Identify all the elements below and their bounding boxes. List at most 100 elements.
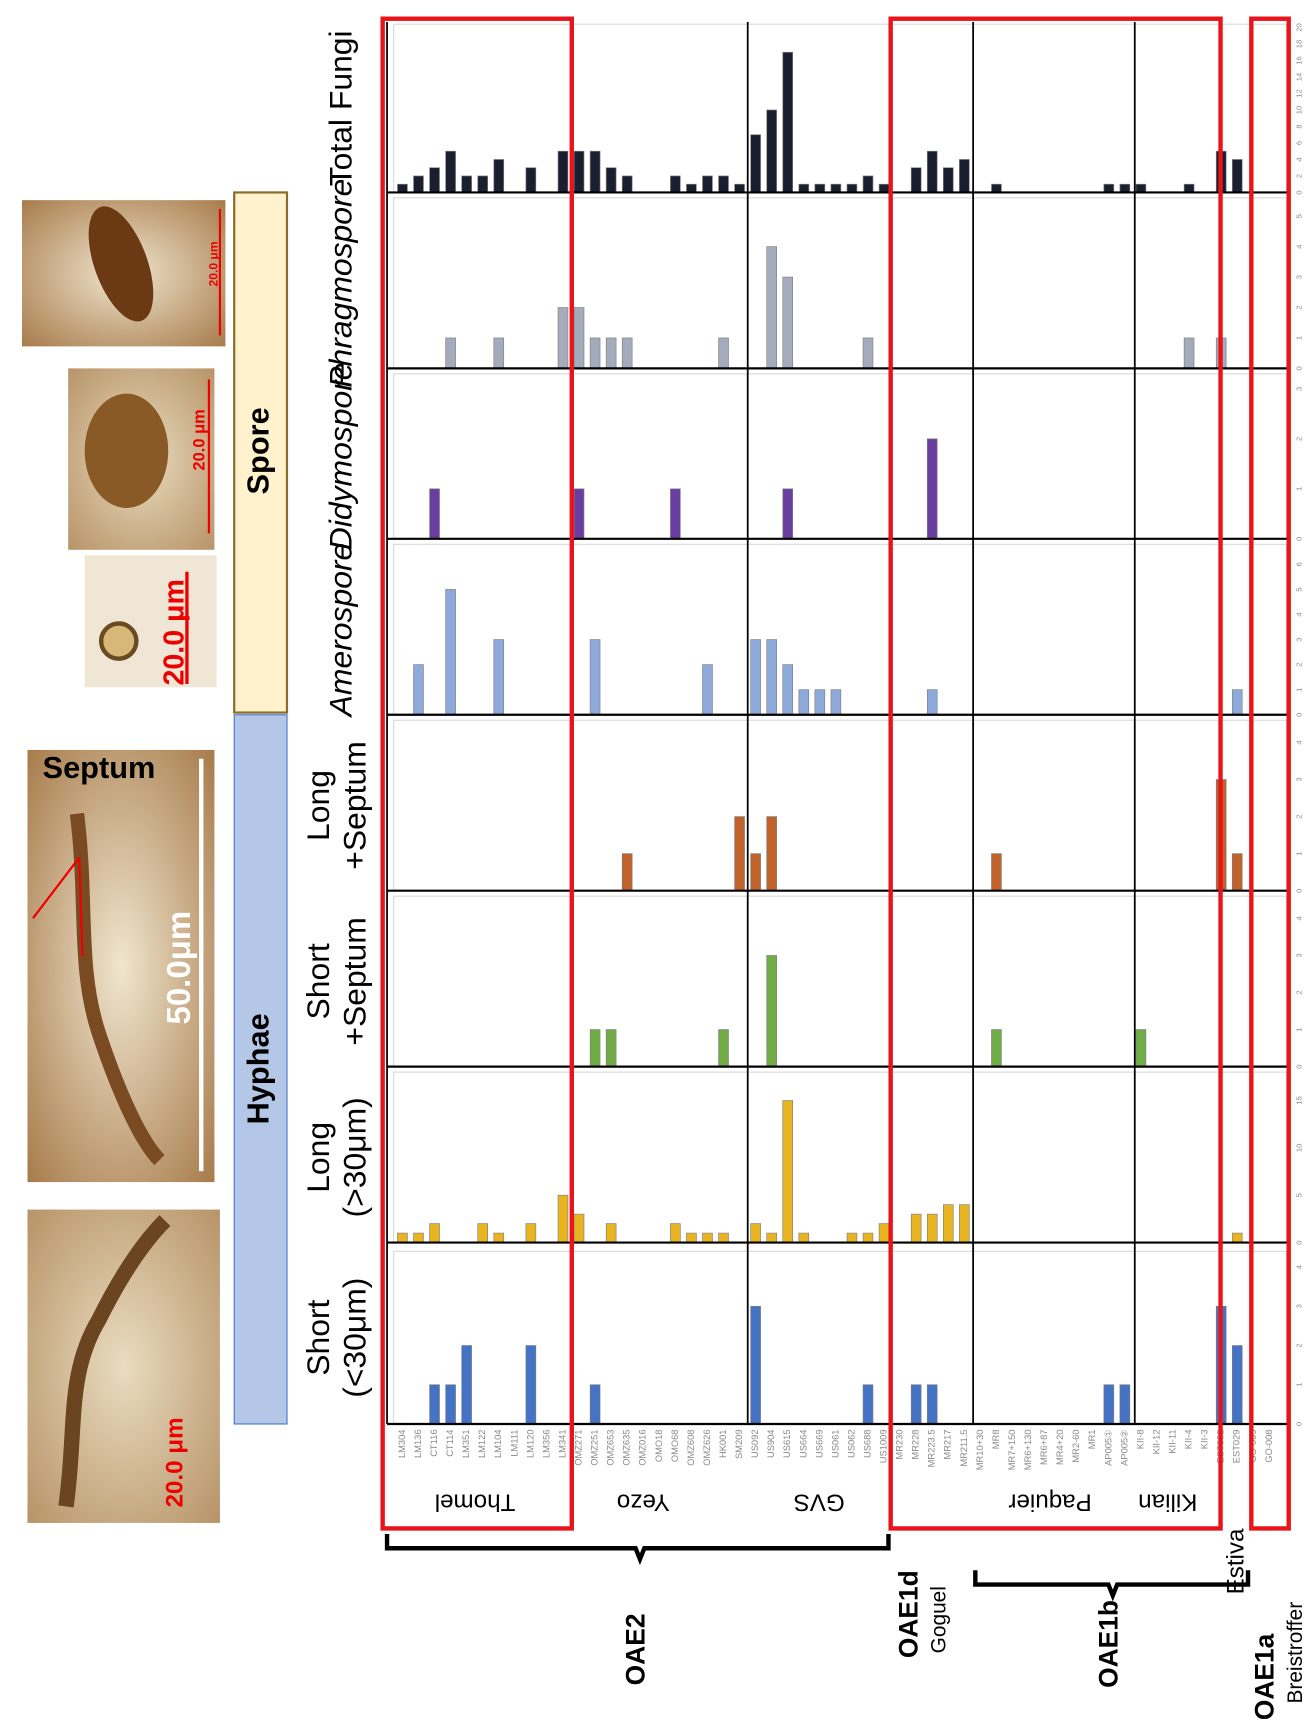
bar [493,337,505,369]
bar [766,955,777,1067]
bar [686,1232,697,1243]
bar [413,664,424,716]
bar [397,1232,408,1243]
x-tick-label: LM122 [477,1429,487,1458]
panel-title: Short(<30μm) [300,1278,373,1398]
y-tick-label: 3 [1295,275,1304,279]
bar [878,1223,890,1243]
bar [621,175,633,193]
bar [557,307,569,369]
x-tick-label: LM104 [493,1429,503,1458]
bar [589,337,601,369]
y-tick-label: 3 [1295,387,1304,391]
x-tick-label: OMZ016 [638,1429,648,1465]
photo-label: 50.0μm [160,911,197,1025]
bar [445,337,456,369]
bar [605,167,617,193]
bar [862,175,874,193]
y-tick-label: 0 [1295,190,1304,194]
y-tick-label: 16 [1295,56,1304,65]
x-tick-label: OMO18 [654,1429,664,1462]
bar [846,1232,858,1243]
photo-label: 20.0 μm [161,1417,188,1507]
y-tick-label: 5 [1295,214,1304,218]
highlight-box [888,16,1223,1531]
y-tick-label: 4 [1295,612,1304,617]
photos [21,200,226,1523]
y-tick-label: 8 [1295,124,1304,128]
bar [461,1345,472,1425]
bar [766,109,777,193]
bar [525,1345,537,1425]
bar [991,183,1002,193]
y-tick-label: 2 [1295,990,1304,994]
y-tick-label: 2 [1295,305,1304,309]
y-tick-label: 14 [1295,72,1304,81]
bar [605,1029,617,1067]
section-label: Kilian [1138,1489,1197,1516]
bar [750,853,761,892]
bar [621,853,633,892]
brace [973,1570,1251,1602]
photo-spore [88,206,154,322]
y-tick-label: 2 [1295,662,1304,666]
hyphae-box [233,714,288,1425]
y-tick-label: 3 [1295,953,1304,957]
bar [429,167,440,193]
photo-spore [98,621,139,661]
y-tick-label: 0 [1295,366,1304,370]
bar [750,134,761,193]
photo [27,1209,220,1523]
y-tick-label: 3 [1295,1304,1304,1308]
panel-title: Phragmospore [322,179,358,388]
y-tick-label: 4 [1295,740,1304,745]
x-tick-label: OMZ635 [622,1429,632,1465]
x-tick-label: US669 [814,1429,824,1458]
photo [84,555,217,688]
event-label: OAE1a [1250,1633,1280,1720]
bar [798,1232,810,1243]
bar [477,1223,488,1243]
x-tick-label: CT116 [429,1429,439,1456]
bar [926,689,938,716]
spore-box [233,191,289,714]
bar [718,1029,729,1067]
bar [493,1232,505,1243]
highlight-box [380,16,574,1531]
bar [862,337,874,369]
x-tick-label: LM356 [541,1429,551,1458]
x-tick-label: LM304 [397,1429,407,1458]
bar [605,1223,617,1243]
bar [589,1029,601,1067]
x-tick-label: GO-008 [1264,1429,1274,1462]
x-tick-label: KII-4 [1184,1429,1194,1449]
y-tick-label: 10 [1295,106,1304,115]
bar [991,853,1002,892]
bar [702,664,713,716]
x-tick-label: OMZ251 [590,1429,600,1465]
bar [621,337,633,369]
bar [1103,1384,1115,1425]
bar [670,1223,681,1243]
y-tick-label: 15 [1295,1096,1304,1105]
x-tick-label: OMZ608 [686,1429,696,1465]
bar [1231,159,1243,193]
photo-spore [84,393,169,509]
event-label: OAE2 [621,1613,651,1685]
event-location: Breistroffer [1284,1602,1307,1704]
bar [734,816,745,892]
bar [589,1384,601,1425]
bar [718,1232,729,1243]
bar [814,689,826,716]
bar [397,183,408,193]
group-label: Hyphae [241,1013,276,1124]
y-tick-label: 6 [1295,562,1304,566]
section-label: Paquier [1008,1489,1091,1516]
bar [718,175,729,193]
bar [1135,183,1147,193]
bar [782,276,794,369]
bar [926,1384,938,1425]
bar [750,1305,761,1425]
bar [493,639,505,716]
bar [573,150,585,193]
